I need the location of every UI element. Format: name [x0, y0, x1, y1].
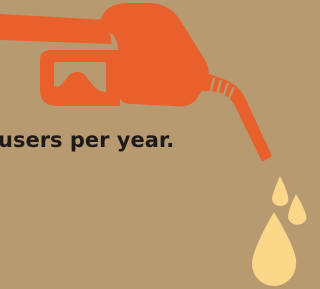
page: {"caption": "users per year."} users per… — [0, 0, 308, 289]
caption: users per year. — [0, 128, 174, 152]
infographic: users per year. — [0, 0, 308, 289]
